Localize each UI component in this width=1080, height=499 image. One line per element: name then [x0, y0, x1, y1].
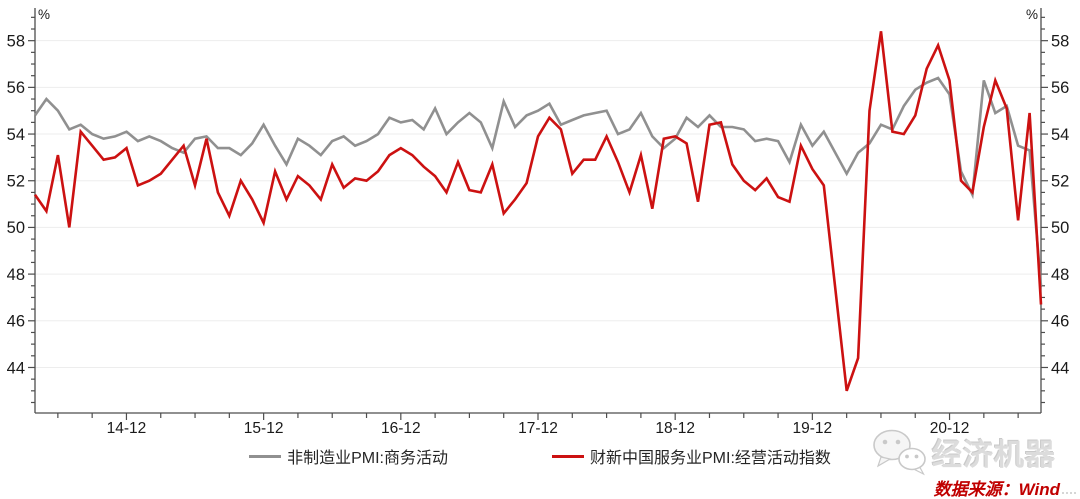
x-tick-label: 15-12 [244, 420, 284, 437]
y-tick-label-left: 56 [7, 79, 25, 97]
y-tick-label-left: 48 [7, 266, 25, 284]
series-line-1 [33, 31, 1043, 392]
legend-label-nonmanufacturing-pmi: 非制造业PMI:商务活动 [287, 450, 448, 467]
y-tick-label-right: 46 [1051, 313, 1069, 331]
legend-item-caixin-services-pmi: 财新中国服务业PMI:经营活动指数 [552, 444, 831, 468]
y-tick-label-left: 46 [7, 313, 25, 331]
x-tick-label: 16-12 [381, 420, 421, 437]
data-source-note: 数据来源：Wind [933, 480, 1060, 499]
y-tick-label-left: 52 [7, 173, 25, 191]
wechat-icon [873, 429, 926, 476]
legend-label-caixin-services-pmi: 财新中国服务业PMI:经营活动指数 [590, 450, 831, 467]
corner-artifact [1062, 492, 1078, 494]
y-tick-label-right: 58 [1051, 32, 1069, 50]
y-tick-label-right: 56 [1051, 79, 1069, 97]
gray-line-swatch [249, 454, 282, 458]
y-tick-label-left: 50 [7, 219, 25, 237]
chart-legend: 非制造业PMI:商务活动 财新中国服务业PMI:经营活动指数 [0, 444, 1080, 468]
legend-item-nonmanufacturing-pmi: 非制造业PMI:商务活动 [249, 444, 448, 468]
y-unit-label-left: % [38, 7, 50, 22]
y-tick-label-left: 54 [7, 126, 25, 144]
series-line-0 [33, 76, 1043, 286]
y-tick-label-left: 44 [7, 359, 25, 377]
x-tick-label: 19-12 [793, 420, 833, 437]
x-tick-label: 20-12 [930, 420, 970, 437]
x-tick-label: 14-12 [107, 420, 147, 437]
y-tick-label-right: 50 [1051, 219, 1069, 237]
y-tick-label-left: 58 [7, 32, 25, 50]
watermark: 经济机器 [871, 428, 1056, 476]
y-tick-label-right: 48 [1051, 266, 1069, 284]
x-tick-label: 18-12 [655, 420, 695, 437]
red-line-swatch [552, 454, 584, 458]
watermark-text: 经济机器 [932, 439, 1056, 472]
y-unit-label-right: % [1026, 7, 1038, 22]
x-tick-label: 17-12 [518, 420, 558, 437]
y-tick-label-right: 52 [1051, 173, 1069, 191]
y-tick-label-right: 54 [1051, 126, 1069, 144]
y-tick-label-right: 44 [1051, 359, 1069, 377]
